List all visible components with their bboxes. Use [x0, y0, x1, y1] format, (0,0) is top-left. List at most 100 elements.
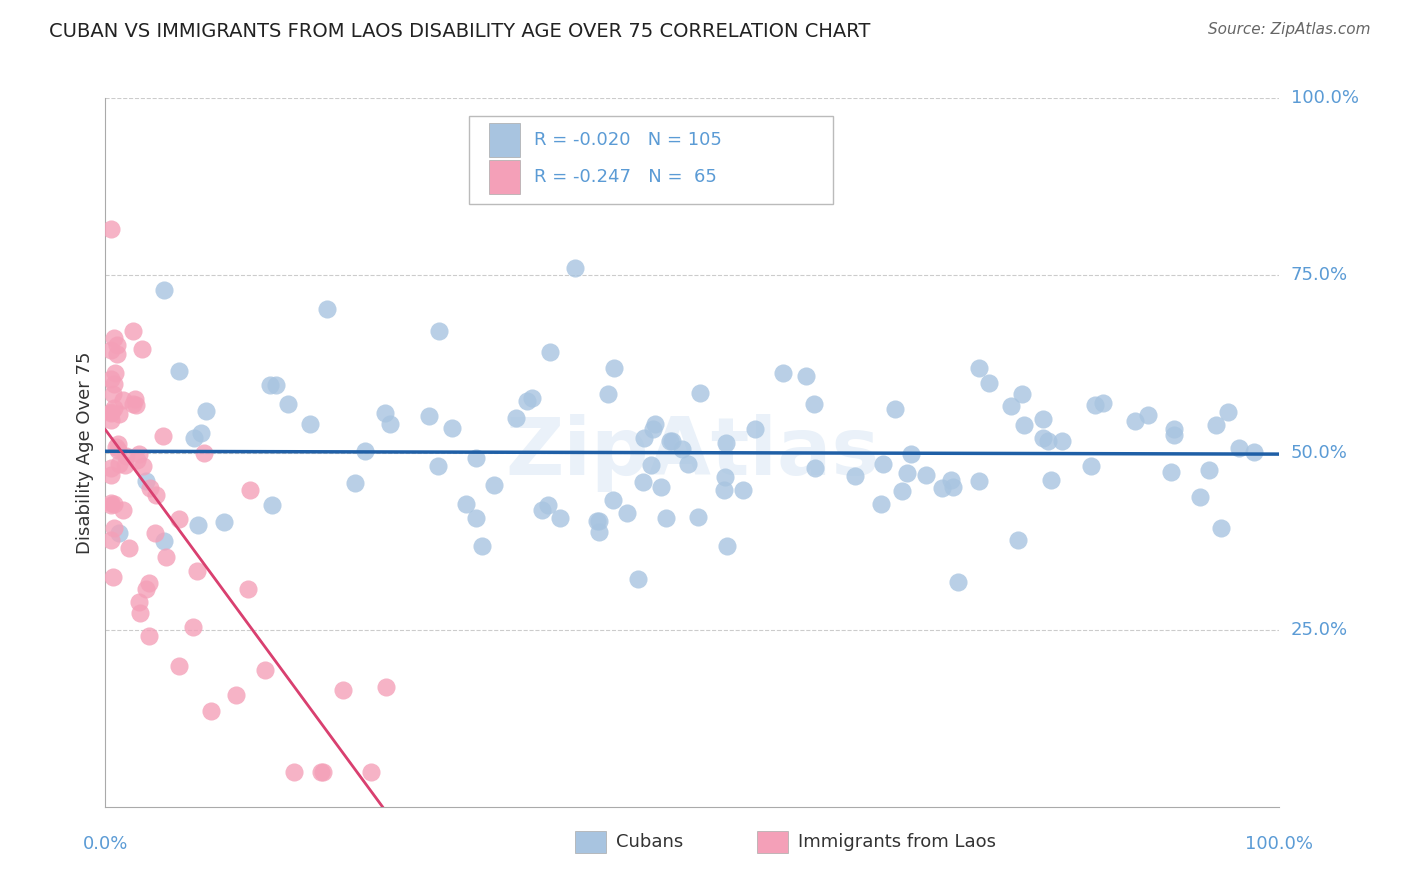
- Point: [122, 397, 145, 411]
- Point: [640, 458, 662, 472]
- Point: [155, 549, 177, 564]
- Text: 100.0%: 100.0%: [1291, 89, 1358, 107]
- Point: [714, 470, 737, 484]
- Point: [644, 417, 666, 432]
- Point: [1080, 459, 1102, 474]
- Point: [1198, 463, 1220, 477]
- Point: [1163, 428, 1185, 442]
- Text: Cubans: Cubans: [616, 833, 683, 851]
- Point: [124, 392, 146, 406]
- Text: Source: ZipAtlas.com: Source: ZipAtlas.com: [1208, 22, 1371, 37]
- Point: [427, 324, 450, 338]
- Point: [641, 422, 664, 436]
- Point: [125, 453, 148, 467]
- Point: [115, 449, 138, 463]
- Point: [441, 421, 464, 435]
- Point: [103, 569, 125, 583]
- Point: [676, 457, 699, 471]
- Point: [465, 451, 488, 466]
- Point: [124, 398, 146, 412]
- Point: [101, 387, 124, 401]
- Point: [915, 467, 938, 482]
- Point: [107, 437, 129, 451]
- Text: 0.0%: 0.0%: [83, 835, 128, 853]
- Point: [264, 377, 287, 392]
- Point: [418, 409, 440, 424]
- Point: [128, 447, 150, 461]
- Point: [1000, 399, 1022, 413]
- Point: [844, 468, 866, 483]
- Point: [505, 410, 527, 425]
- Point: [772, 366, 794, 380]
- Point: [804, 461, 827, 475]
- Point: [104, 440, 127, 454]
- Point: [167, 658, 190, 673]
- Point: [100, 406, 122, 420]
- Point: [105, 337, 128, 351]
- Point: [870, 497, 893, 511]
- Point: [114, 458, 136, 472]
- Point: [104, 367, 127, 381]
- Point: [939, 473, 962, 487]
- Point: [138, 575, 160, 590]
- Point: [138, 629, 160, 643]
- Point: [516, 393, 538, 408]
- Point: [103, 497, 125, 511]
- Text: 75.0%: 75.0%: [1291, 267, 1348, 285]
- Point: [650, 480, 672, 494]
- Point: [374, 406, 396, 420]
- Y-axis label: Disability Age Over 75: Disability Age Over 75: [76, 351, 94, 554]
- Point: [181, 620, 204, 634]
- Point: [112, 393, 135, 408]
- Point: [900, 447, 922, 461]
- Point: [316, 301, 339, 316]
- Point: [354, 444, 377, 458]
- Text: ZipAtlas: ZipAtlas: [505, 414, 880, 491]
- Point: [484, 477, 506, 491]
- Point: [1163, 422, 1185, 436]
- Point: [586, 514, 609, 528]
- Point: [1137, 408, 1160, 422]
- Point: [456, 497, 478, 511]
- Point: [967, 361, 990, 376]
- Point: [1036, 434, 1059, 449]
- Point: [100, 461, 122, 475]
- Bar: [756, 830, 787, 854]
- Point: [105, 347, 128, 361]
- Point: [103, 401, 125, 415]
- Point: [655, 511, 678, 525]
- Point: [1123, 414, 1146, 428]
- Point: [1050, 434, 1073, 448]
- Point: [883, 401, 905, 416]
- Point: [1216, 405, 1239, 419]
- Point: [194, 403, 217, 417]
- Point: [716, 539, 738, 553]
- Point: [588, 524, 610, 539]
- Point: [100, 412, 122, 426]
- Point: [1227, 442, 1250, 456]
- Point: [689, 385, 711, 400]
- Point: [309, 764, 332, 779]
- Point: [153, 534, 176, 549]
- Point: [128, 595, 150, 609]
- Point: [312, 764, 335, 779]
- Point: [1012, 417, 1035, 432]
- Point: [103, 331, 125, 345]
- Point: [132, 458, 155, 473]
- Point: [344, 476, 367, 491]
- Point: [1092, 396, 1115, 410]
- Point: [153, 283, 176, 297]
- Point: [145, 487, 167, 501]
- Point: [471, 539, 494, 553]
- Point: [138, 481, 160, 495]
- Bar: [489, 123, 520, 157]
- Point: [538, 345, 561, 359]
- Point: [298, 417, 321, 431]
- Point: [100, 405, 122, 419]
- Point: [1188, 490, 1211, 504]
- Point: [598, 386, 620, 401]
- Point: [537, 498, 560, 512]
- Point: [143, 526, 166, 541]
- Point: [794, 369, 817, 384]
- Point: [100, 222, 122, 236]
